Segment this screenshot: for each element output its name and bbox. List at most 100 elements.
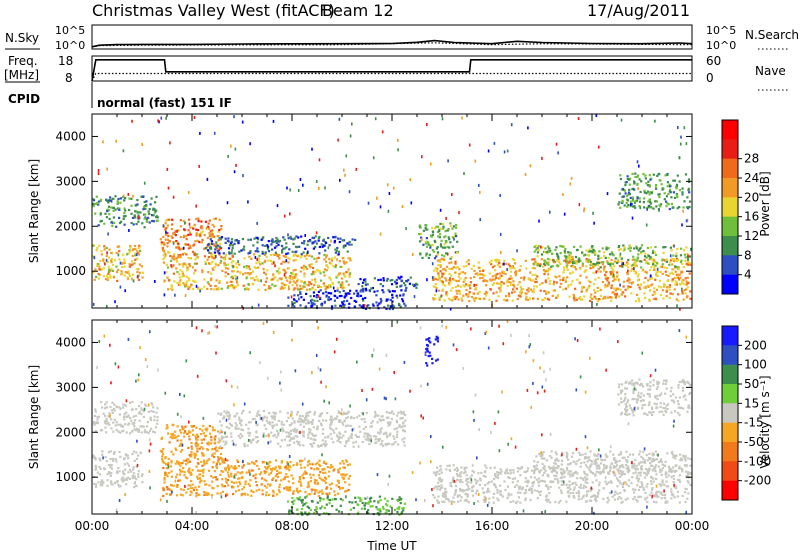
heatmap-cell xyxy=(410,277,412,279)
heatmap-cell xyxy=(686,282,688,284)
heatmap-cell xyxy=(683,266,685,268)
heatmap-cell xyxy=(271,425,273,427)
heatmap-cell xyxy=(275,466,277,468)
heatmap-cell xyxy=(324,302,326,304)
heatmap-cell xyxy=(650,246,652,248)
heatmap-cell xyxy=(279,411,281,413)
heatmap-cell xyxy=(220,260,222,262)
heatmap-cell xyxy=(264,252,266,254)
heatmap-cell xyxy=(488,491,490,493)
heatmap-cell xyxy=(127,276,129,278)
heatmap-cell xyxy=(140,452,142,454)
heatmap-cell xyxy=(225,441,227,443)
heatmap-cell xyxy=(570,182,572,185)
heatmap-cell xyxy=(679,277,681,279)
heatmap-cell xyxy=(512,288,514,290)
heatmap-cell xyxy=(440,295,442,298)
heatmap-cell xyxy=(203,463,205,465)
heatmap-cell xyxy=(587,287,589,289)
heatmap-cell xyxy=(328,296,330,298)
heatmap-cell xyxy=(170,465,172,467)
heatmap-cell xyxy=(556,264,558,266)
heatmap-cell xyxy=(467,488,469,490)
heatmap-cell xyxy=(446,266,448,268)
heatmap-cell xyxy=(209,234,211,236)
heatmap-cell xyxy=(685,246,687,248)
heatmap-cell xyxy=(432,276,434,279)
heatmap-cell xyxy=(396,431,398,433)
heatmap-cell xyxy=(394,441,396,443)
heatmap-cell xyxy=(341,287,343,289)
heatmap-cell xyxy=(281,251,283,253)
heatmap-cell xyxy=(213,288,215,290)
heatmap-cell xyxy=(655,184,657,186)
heatmap-cell xyxy=(496,291,498,293)
heatmap-cell xyxy=(398,426,400,428)
heatmap-cell xyxy=(294,421,296,423)
heatmap-cell xyxy=(338,281,340,283)
heatmap-cell xyxy=(288,267,290,269)
heatmap-cell xyxy=(681,193,683,195)
heatmap-cell xyxy=(104,213,106,215)
heatmap-cell xyxy=(101,253,103,255)
heatmap-cell xyxy=(454,261,456,263)
heatmap-cell xyxy=(512,469,514,471)
heatmap-cell xyxy=(118,258,120,260)
heatmap-cell xyxy=(619,193,621,195)
heatmap-region-4 xyxy=(205,235,356,255)
heatmap-cell xyxy=(321,243,323,245)
heatmap-cell xyxy=(188,191,190,194)
heatmap-cell xyxy=(670,196,672,198)
heatmap-cell xyxy=(495,277,497,279)
heatmap-cell xyxy=(333,490,335,492)
heatmap-cell xyxy=(294,238,296,240)
heatmap-cell xyxy=(271,249,273,251)
heatmap-cell xyxy=(677,479,679,481)
heatmap-cell xyxy=(272,435,274,437)
heatmap-cell xyxy=(284,247,286,249)
heatmap-cell xyxy=(192,288,194,290)
heatmap-cell xyxy=(536,275,538,277)
heatmap-cell xyxy=(234,427,236,429)
heatmap-cell xyxy=(161,458,163,460)
heatmap-cell xyxy=(632,256,634,258)
heatmap-cell xyxy=(372,420,374,422)
heatmap-cell xyxy=(305,473,307,475)
heatmap-cell xyxy=(254,279,256,281)
heatmap-cell xyxy=(505,263,507,265)
heatmap-cell xyxy=(624,248,626,250)
heatmap-cell xyxy=(113,453,115,455)
heatmap-cell xyxy=(249,479,251,481)
heatmap-cell xyxy=(232,486,234,488)
heatmap-cell xyxy=(338,412,340,414)
heatmap-cell xyxy=(681,280,683,282)
heatmap-cell xyxy=(640,266,642,268)
heatmap-cell xyxy=(370,422,372,424)
heatmap-cell xyxy=(532,298,534,300)
heatmap-cell xyxy=(403,293,405,295)
heatmap-cell xyxy=(607,262,609,264)
heatmap-cell xyxy=(201,239,203,241)
heatmap-cell xyxy=(685,277,687,279)
heatmap-cell xyxy=(250,277,252,279)
heatmap-cell xyxy=(200,220,202,222)
heatmap-cell xyxy=(219,474,221,476)
heatmap-cell xyxy=(666,202,668,204)
heatmap-cell xyxy=(603,255,605,257)
heatmap-cell xyxy=(644,492,646,494)
heatmap-cell xyxy=(113,210,115,212)
heatmap-cell xyxy=(579,275,581,277)
heatmap-cell xyxy=(652,294,654,296)
heatmap-cell xyxy=(445,240,447,242)
heatmap-cell xyxy=(115,424,117,426)
heatmap-cell xyxy=(124,224,126,226)
heatmap-cell xyxy=(619,289,621,291)
heatmap-cell xyxy=(363,418,365,420)
heatmap-cell xyxy=(368,443,370,445)
heatmap-cell xyxy=(94,213,96,215)
colorbar-tick-label: 4 xyxy=(744,268,752,282)
heatmap-cell xyxy=(254,266,256,268)
heatmap-cell xyxy=(523,276,525,278)
heatmap-cell xyxy=(107,273,109,275)
heatmap-cell xyxy=(325,296,327,298)
